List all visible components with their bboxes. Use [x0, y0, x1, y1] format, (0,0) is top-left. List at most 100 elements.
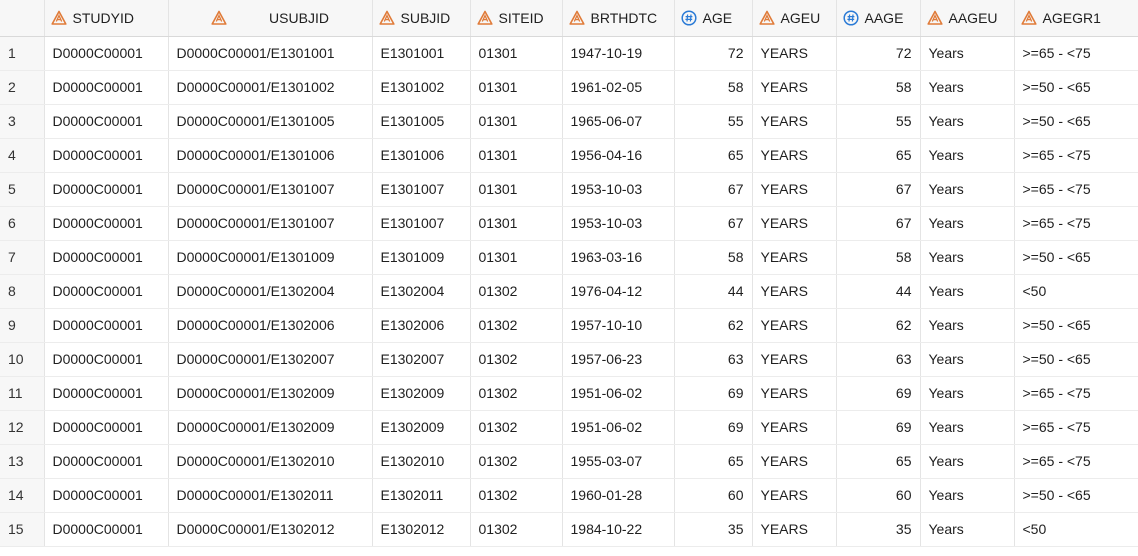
cell-aageu[interactable]: Years: [920, 342, 1015, 377]
cell-age[interactable]: 35: [674, 512, 753, 547]
cell-agegr1[interactable]: >=50 - <65: [1014, 308, 1138, 343]
cell-aageu[interactable]: Years: [920, 172, 1015, 207]
cell-age[interactable]: 65: [674, 138, 753, 173]
cell-ageu[interactable]: YEARS: [752, 444, 837, 479]
cell-siteid[interactable]: 01302: [470, 274, 563, 309]
cell-aageu[interactable]: Years: [920, 512, 1015, 547]
cell-agegr1[interactable]: >=50 - <65: [1014, 70, 1138, 105]
cell-ageu[interactable]: YEARS: [752, 104, 837, 139]
column-header-siteid[interactable]: SITEID: [470, 0, 563, 37]
cell-siteid[interactable]: 01301: [470, 104, 563, 139]
cell-aage[interactable]: 69: [836, 410, 921, 445]
table-row[interactable]: 11 D0000C00001 D0000C00001/E1302009 E130200…: [0, 376, 1138, 411]
cell-age[interactable]: 69: [674, 410, 753, 445]
cell-agegr1[interactable]: >=65 - <75: [1014, 376, 1138, 411]
cell-brthdtc[interactable]: 1957-10-10: [562, 308, 675, 343]
cell-usubjid[interactable]: D0000C00001/E1302006: [168, 308, 373, 343]
table-row[interactable]: 1 D0000C00001 D0000C00001/E1301001 E1301001…: [0, 36, 1138, 71]
cell-age[interactable]: 55: [674, 104, 753, 139]
cell-studyid[interactable]: D0000C00001: [44, 444, 169, 479]
row-number[interactable]: 4: [0, 138, 45, 173]
row-number[interactable]: 2: [0, 70, 45, 105]
cell-ageu[interactable]: YEARS: [752, 70, 837, 105]
cell-aageu[interactable]: Years: [920, 376, 1015, 411]
cell-subjid[interactable]: E1301001: [372, 36, 471, 71]
cell-usubjid[interactable]: D0000C00001/E1301005: [168, 104, 373, 139]
cell-studyid[interactable]: D0000C00001: [44, 308, 169, 343]
cell-aageu[interactable]: Years: [920, 410, 1015, 445]
cell-studyid[interactable]: D0000C00001: [44, 104, 169, 139]
cell-aageu[interactable]: Years: [920, 240, 1015, 275]
cell-subjid[interactable]: E1301002: [372, 70, 471, 105]
cell-brthdtc[interactable]: 1957-06-23: [562, 342, 675, 377]
cell-age[interactable]: 65: [674, 444, 753, 479]
cell-subjid[interactable]: E1301007: [372, 172, 471, 207]
cell-aage[interactable]: 62: [836, 308, 921, 343]
cell-brthdtc[interactable]: 1955-03-07: [562, 444, 675, 479]
cell-siteid[interactable]: 01302: [470, 478, 563, 513]
table-row[interactable]: 8 D0000C00001 D0000C00001/E1302004 E1302004…: [0, 274, 1138, 309]
cell-usubjid[interactable]: D0000C00001/E1301002: [168, 70, 373, 105]
cell-studyid[interactable]: D0000C00001: [44, 376, 169, 411]
cell-aage[interactable]: 67: [836, 206, 921, 241]
cell-usubjid[interactable]: D0000C00001/E1302009: [168, 376, 373, 411]
cell-brthdtc[interactable]: 1965-06-07: [562, 104, 675, 139]
cell-studyid[interactable]: D0000C00001: [44, 36, 169, 71]
cell-usubjid[interactable]: D0000C00001/E1302007: [168, 342, 373, 377]
cell-siteid[interactable]: 01302: [470, 512, 563, 547]
cell-aageu[interactable]: Years: [920, 104, 1015, 139]
column-header-ageu[interactable]: AGEU: [752, 0, 837, 37]
cell-brthdtc[interactable]: 1960-01-28: [562, 478, 675, 513]
cell-siteid[interactable]: 01301: [470, 206, 563, 241]
cell-siteid[interactable]: 01301: [470, 70, 563, 105]
cell-siteid[interactable]: 01301: [470, 240, 563, 275]
cell-brthdtc[interactable]: 1963-03-16: [562, 240, 675, 275]
row-number[interactable]: 5: [0, 172, 45, 207]
cell-agegr1[interactable]: >=65 - <75: [1014, 410, 1138, 445]
cell-agegr1[interactable]: <50: [1014, 274, 1138, 309]
cell-ageu[interactable]: YEARS: [752, 36, 837, 71]
cell-subjid[interactable]: E1301006: [372, 138, 471, 173]
cell-age[interactable]: 58: [674, 70, 753, 105]
cell-age[interactable]: 67: [674, 172, 753, 207]
cell-agegr1[interactable]: >=50 - <65: [1014, 240, 1138, 275]
cell-usubjid[interactable]: D0000C00001/E1301009: [168, 240, 373, 275]
cell-aage[interactable]: 72: [836, 36, 921, 71]
cell-brthdtc[interactable]: 1953-10-03: [562, 206, 675, 241]
cell-studyid[interactable]: D0000C00001: [44, 206, 169, 241]
cell-usubjid[interactable]: D0000C00001/E1302004: [168, 274, 373, 309]
cell-studyid[interactable]: D0000C00001: [44, 172, 169, 207]
row-number[interactable]: 3: [0, 104, 45, 139]
cell-usubjid[interactable]: D0000C00001/E1302009: [168, 410, 373, 445]
row-number-header[interactable]: [0, 0, 45, 37]
row-number[interactable]: 11: [0, 376, 45, 411]
cell-subjid[interactable]: E1302011: [372, 478, 471, 513]
cell-subjid[interactable]: E1301009: [372, 240, 471, 275]
cell-aage[interactable]: 35: [836, 512, 921, 547]
row-number[interactable]: 15: [0, 512, 45, 547]
cell-ageu[interactable]: YEARS: [752, 342, 837, 377]
cell-brthdtc[interactable]: 1947-10-19: [562, 36, 675, 71]
row-number[interactable]: 13: [0, 444, 45, 479]
column-header-age[interactable]: AGE: [674, 0, 753, 37]
cell-agegr1[interactable]: >=50 - <65: [1014, 104, 1138, 139]
cell-usubjid[interactable]: D0000C00001/E1302010: [168, 444, 373, 479]
cell-ageu[interactable]: YEARS: [752, 478, 837, 513]
cell-siteid[interactable]: 01302: [470, 308, 563, 343]
cell-siteid[interactable]: 01302: [470, 410, 563, 445]
cell-brthdtc[interactable]: 1953-10-03: [562, 172, 675, 207]
cell-studyid[interactable]: D0000C00001: [44, 478, 169, 513]
cell-usubjid[interactable]: D0000C00001/E1302012: [168, 512, 373, 547]
table-row[interactable]: 14 D0000C00001 D0000C00001/E1302011 E130201…: [0, 478, 1138, 513]
column-header-aageu[interactable]: AAGEU: [920, 0, 1015, 37]
cell-siteid[interactable]: 01301: [470, 172, 563, 207]
row-number[interactable]: 14: [0, 478, 45, 513]
cell-agegr1[interactable]: >=65 - <75: [1014, 206, 1138, 241]
cell-brthdtc[interactable]: 1976-04-12: [562, 274, 675, 309]
cell-studyid[interactable]: D0000C00001: [44, 138, 169, 173]
cell-usubjid[interactable]: D0000C00001/E1301006: [168, 138, 373, 173]
cell-age[interactable]: 67: [674, 206, 753, 241]
cell-age[interactable]: 60: [674, 478, 753, 513]
cell-agegr1[interactable]: >=65 - <75: [1014, 444, 1138, 479]
column-header-brthdtc[interactable]: BRTHDTC: [562, 0, 675, 37]
